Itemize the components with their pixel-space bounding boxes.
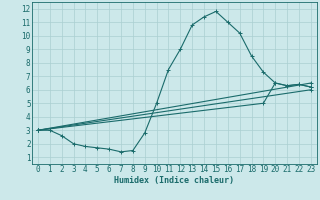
X-axis label: Humidex (Indice chaleur): Humidex (Indice chaleur) xyxy=(115,176,234,185)
